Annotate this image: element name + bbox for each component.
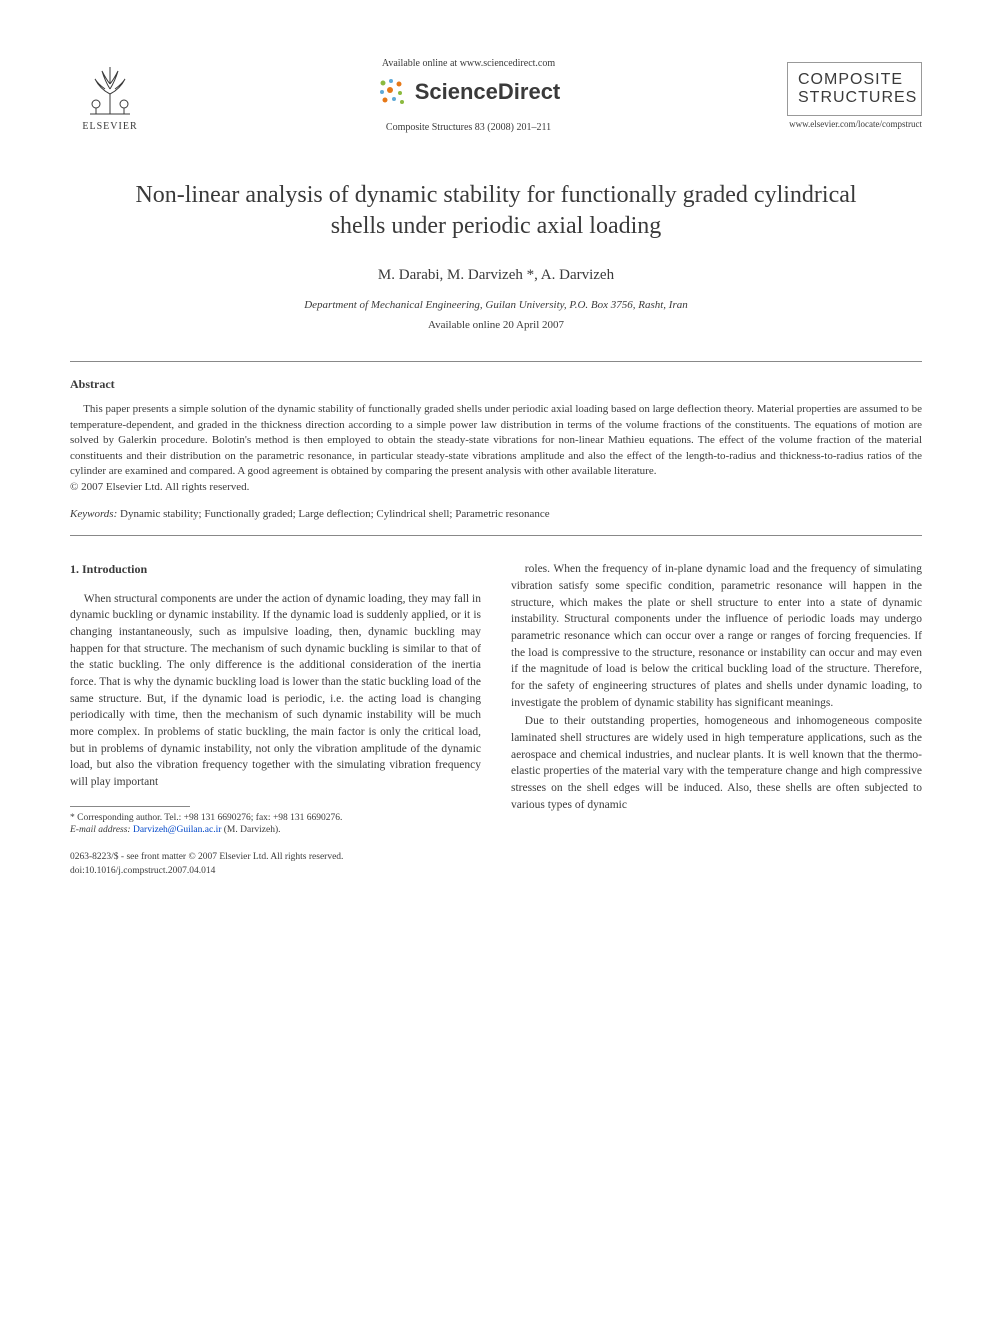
elsevier-label: ELSEVIER xyxy=(82,121,137,132)
left-column: 1. Introduction When structural componen… xyxy=(70,561,481,879)
divider xyxy=(70,361,922,362)
body-columns: 1. Introduction When structural componen… xyxy=(70,561,922,879)
abstract-text: This paper presents a simple solution of… xyxy=(70,402,922,479)
sd-dots-icon xyxy=(377,77,407,107)
section-heading: 1. Introduction xyxy=(70,561,481,578)
abstract-heading: Abstract xyxy=(70,377,922,392)
abstract-copyright: © 2007 Elsevier Ltd. All rights reserved… xyxy=(70,481,922,493)
divider xyxy=(70,535,922,536)
journal-title-line1: COMPOSITE xyxy=(798,71,911,89)
intro-para-2: roles. When the frequency of in-plane dy… xyxy=(511,561,922,711)
footnote-email-line: E-mail address: Darvizeh@Guilan.ac.ir (M… xyxy=(70,824,481,836)
affiliation: Department of Mechanical Engineering, Gu… xyxy=(70,299,922,311)
elsevier-logo: ELSEVIER xyxy=(70,50,150,140)
available-date: Available online 20 April 2007 xyxy=(70,319,922,331)
email-label: E-mail address: xyxy=(70,825,131,835)
available-online-text: Available online at www.sciencedirect.co… xyxy=(170,58,767,69)
journal-title-line2: STRUCTURES xyxy=(798,89,911,107)
journal-box: COMPOSITE STRUCTURES xyxy=(787,62,922,116)
intro-para-1: When structural components are under the… xyxy=(70,591,481,791)
email-name: (M. Darvizeh). xyxy=(221,825,280,835)
keywords-label: Keywords: xyxy=(70,508,117,520)
elsevier-tree-icon xyxy=(80,59,140,119)
sciencedirect-logo: ScienceDirect xyxy=(170,77,767,107)
citation-text: Composite Structures 83 (2008) 201–211 xyxy=(170,122,767,133)
footnote-separator xyxy=(70,806,190,807)
intro-para-3: Due to their outstanding properties, hom… xyxy=(511,713,922,813)
paper-title: Non-linear analysis of dynamic stability… xyxy=(130,180,862,242)
keywords-text: Dynamic stability; Functionally graded; … xyxy=(117,508,549,520)
email-address[interactable]: Darvizeh@Guilan.ac.ir xyxy=(133,825,221,835)
bottom-info: 0263-8223/$ - see front matter © 2007 El… xyxy=(70,851,481,879)
right-column: roles. When the frequency of in-plane dy… xyxy=(511,561,922,879)
corresponding-author-footnote: * Corresponding author. Tel.: +98 131 66… xyxy=(70,812,481,837)
footnote-corr: * Corresponding author. Tel.: +98 131 66… xyxy=(70,812,481,824)
keywords: Keywords: Dynamic stability; Functionall… xyxy=(70,508,922,520)
doi-line: doi:10.1016/j.compstruct.2007.04.014 xyxy=(70,865,481,879)
authors: M. Darabi, M. Darvizeh *, A. Darvizeh xyxy=(70,267,922,284)
header-row: ELSEVIER Available online at www.science… xyxy=(70,50,922,140)
journal-box-wrapper: COMPOSITE STRUCTURES www.elsevier.com/lo… xyxy=(787,62,922,129)
locate-url: www.elsevier.com/locate/compstruct xyxy=(787,119,922,129)
sciencedirect-text: ScienceDirect xyxy=(415,79,561,105)
header-center: Available online at www.sciencedirect.co… xyxy=(150,58,787,133)
front-matter-line: 0263-8223/$ - see front matter © 2007 El… xyxy=(70,851,481,865)
